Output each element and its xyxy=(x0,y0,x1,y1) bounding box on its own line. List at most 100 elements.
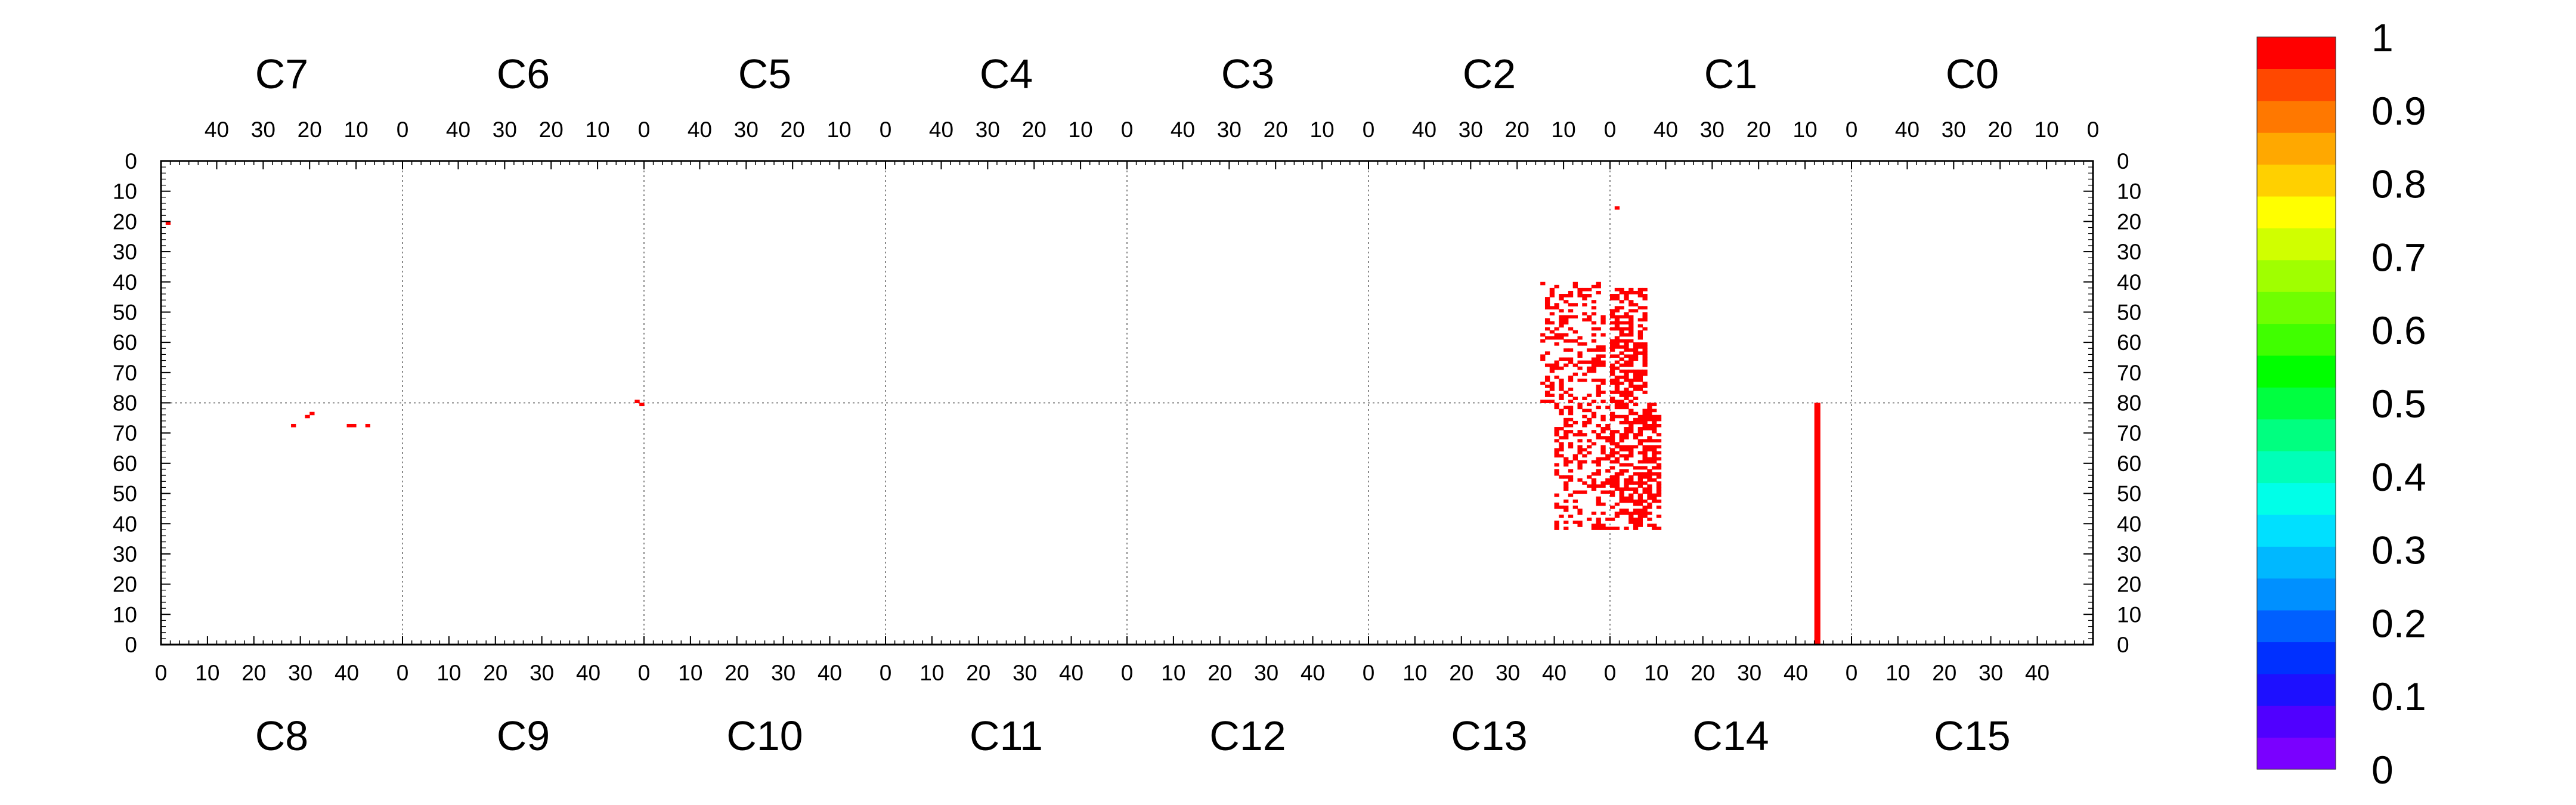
hit-pixel xyxy=(1642,499,1648,503)
hit-pixel xyxy=(1637,524,1643,527)
hit-pixel xyxy=(1582,360,1587,364)
hit-pixel xyxy=(1577,466,1583,470)
hit-pixel xyxy=(1642,408,1648,413)
hit-pixel xyxy=(1628,408,1634,413)
hit-pixel xyxy=(1637,318,1643,322)
hit-pixel xyxy=(1624,372,1629,376)
hit-pixel xyxy=(1647,484,1652,488)
hit-pixel xyxy=(1637,451,1643,455)
hit-pixel xyxy=(1633,433,1639,436)
hit-pixel xyxy=(1614,306,1620,309)
hit-pixel xyxy=(1596,457,1601,461)
hit-pixel xyxy=(1544,378,1550,382)
hit-pixel xyxy=(1549,385,1555,388)
x-tick-label-top: 40 xyxy=(446,117,470,142)
hit-pixel xyxy=(1647,405,1652,410)
hit-pixel xyxy=(1637,511,1643,515)
hit-pixel xyxy=(1568,290,1574,295)
x-tick-label-top: 30 xyxy=(734,117,758,142)
hit-pixel xyxy=(1642,287,1648,292)
hit-pixel xyxy=(1544,394,1550,397)
colorbar-tick-label: 0.4 xyxy=(2371,455,2426,499)
hit-pixel xyxy=(1563,508,1569,512)
x-tick-label-bottom: 0 xyxy=(1846,661,1858,685)
hit-pixel xyxy=(1559,333,1564,337)
hit-pixel xyxy=(1540,339,1546,343)
hit-pixel xyxy=(1610,478,1615,482)
hit-pixel xyxy=(1628,287,1634,292)
hit-pixel xyxy=(1591,339,1597,343)
hit-pixel xyxy=(1568,423,1574,428)
hit-pixel xyxy=(1642,490,1648,494)
hit-pixel xyxy=(1600,378,1606,382)
hit-pixel xyxy=(1652,457,1657,461)
x-tick-label-top: 40 xyxy=(1412,117,1436,142)
hit-pixel xyxy=(1596,496,1601,500)
hit-pixel xyxy=(1577,336,1583,340)
hit-pixel xyxy=(1619,487,1624,491)
hit-pixel xyxy=(1605,439,1611,442)
hit-pixel xyxy=(1652,430,1657,434)
hit-pixel xyxy=(1647,518,1652,521)
hit-pixel xyxy=(1563,521,1569,524)
hit-pixel xyxy=(1633,375,1639,379)
hit-pixel xyxy=(1628,309,1634,312)
hit-pixel xyxy=(1652,414,1657,419)
x-tick-label-bottom: 10 xyxy=(1402,661,1427,685)
hit-pixel xyxy=(1637,460,1643,464)
hit-pixel xyxy=(1614,527,1620,530)
hit-pixel xyxy=(1633,487,1639,491)
hit-pixel xyxy=(1605,469,1611,473)
hit-pixel xyxy=(1582,372,1587,376)
colorbar-tick-label: 0 xyxy=(2371,748,2394,792)
x-tick-label-top: 10 xyxy=(1552,117,1576,142)
hit-pixel xyxy=(1572,457,1578,461)
hit-pixel xyxy=(1568,315,1574,319)
hit-pixel xyxy=(1568,445,1574,449)
x-tick-label-top: 10 xyxy=(344,117,369,142)
x-tick-label-top: 20 xyxy=(1022,117,1046,142)
hit-pixel xyxy=(1633,511,1639,515)
hit-pixel xyxy=(1633,481,1639,485)
hit-pixel xyxy=(1582,423,1587,428)
hit-pixel xyxy=(1610,493,1615,497)
hit-pixel xyxy=(1619,414,1624,419)
chip-label-top: C6 xyxy=(497,51,550,97)
hit-pixel xyxy=(1614,366,1620,370)
hit-pixel xyxy=(1628,420,1634,425)
hit-pixel xyxy=(1619,493,1624,497)
hit-pixel xyxy=(1596,394,1601,397)
hit-pixel xyxy=(1642,515,1648,518)
hit-pixel xyxy=(1624,315,1629,319)
hot-column xyxy=(1814,402,1820,645)
hit-pixel xyxy=(1637,372,1643,376)
hit-pixel xyxy=(1647,436,1652,439)
hit-pixel xyxy=(1642,472,1648,476)
x-tick-label-bottom: 20 xyxy=(483,661,507,685)
hit-pixel xyxy=(1642,417,1648,422)
hit-pixel xyxy=(1582,490,1587,494)
hit-pixel xyxy=(1577,460,1583,464)
hit-pixel xyxy=(1568,430,1574,434)
hit-pixel xyxy=(1577,402,1583,407)
hit-pixel xyxy=(1652,524,1657,527)
hit-pixel xyxy=(1642,451,1648,455)
hit-pixel xyxy=(1559,505,1564,509)
hit-pixel xyxy=(1591,378,1597,382)
hit-pixel xyxy=(1614,375,1620,379)
hit-pixel xyxy=(1633,490,1639,494)
hit-pixel xyxy=(1577,448,1583,452)
hit-pixel xyxy=(1559,397,1564,400)
hit-pixel xyxy=(291,423,296,428)
hit-pixel xyxy=(1610,366,1615,370)
hit-pixel xyxy=(1642,345,1648,349)
hit-pixel xyxy=(1591,478,1597,482)
y-tick-label-left: 60 xyxy=(113,330,137,355)
hit-pixel xyxy=(1637,518,1643,521)
hit-pixel xyxy=(1563,420,1569,425)
hit-pixel xyxy=(1610,309,1615,312)
hit-pixel xyxy=(1591,527,1597,530)
hit-pixel xyxy=(1568,469,1574,473)
hit-pixel xyxy=(1619,439,1624,442)
hit-pixel xyxy=(1587,294,1592,298)
